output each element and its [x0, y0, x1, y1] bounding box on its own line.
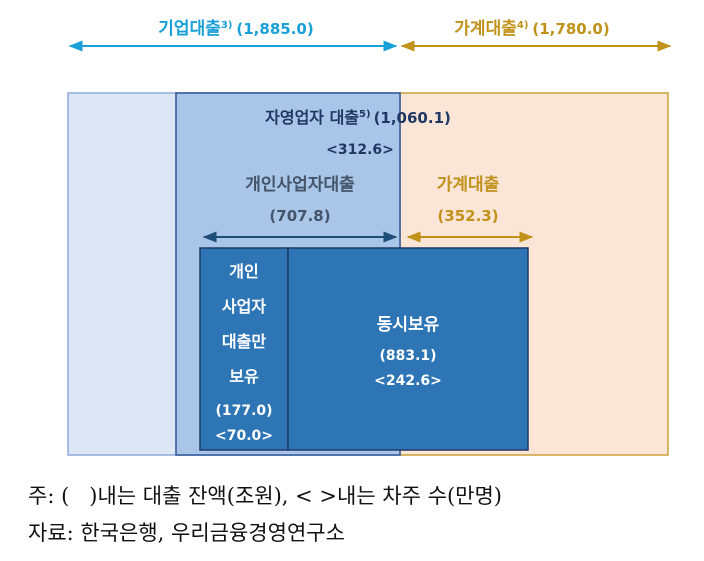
- sup: 3): [221, 20, 233, 31]
- label: 사업자: [222, 297, 266, 316]
- label: 기업대출: [158, 19, 221, 39]
- borrowers: <312.6>: [326, 142, 394, 158]
- label: 자영업자 대출: [265, 108, 359, 127]
- amount: (1,060.1): [374, 109, 451, 127]
- corporate-title: 기업대출3) (1,885.0): [158, 19, 313, 39]
- amount: (1,885.0): [236, 20, 313, 38]
- diagram: 기업대출3) (1,885.0) 가계대출4) (1,780.0) 자영업자 대출5…: [67, 19, 672, 456]
- note: 주: ( )내는 대출 잔액(조원), < >내는 차주 수(만명): [28, 484, 502, 508]
- both-text: 동시보유 (883.1) <242.6>: [374, 315, 442, 389]
- business-only-text: 개인 사업자 대출만 보유 (177.0) <70.0>: [215, 262, 273, 444]
- amount: (883.1): [379, 348, 436, 364]
- label: 가계대출: [437, 175, 500, 195]
- borrowers: <70.0>: [215, 428, 273, 444]
- label: 가계대출: [454, 19, 517, 39]
- amount: (352.3): [437, 207, 498, 225]
- amount: (1,780.0): [532, 20, 609, 38]
- business-only-box: [199, 247, 289, 451]
- both-box: [287, 247, 529, 451]
- amount: (177.0): [215, 403, 272, 419]
- label: 대출만: [222, 332, 266, 351]
- borrowers: <242.6>: [374, 373, 442, 389]
- self-employed-title: 자영업자 대출5) (1,060.1): [265, 108, 451, 127]
- label: 보유: [229, 367, 259, 386]
- household-title: 가계대출4) (1,780.0): [454, 19, 609, 39]
- sup: 5): [359, 109, 371, 120]
- amount: (707.8): [269, 207, 330, 225]
- label: 개인사업자대출: [245, 175, 355, 195]
- sup: 4): [517, 20, 529, 31]
- label: 개인: [229, 262, 258, 281]
- source: 자료: 한국은행, 우리금융경영연구소: [28, 521, 345, 545]
- label: 동시보유: [377, 315, 440, 335]
